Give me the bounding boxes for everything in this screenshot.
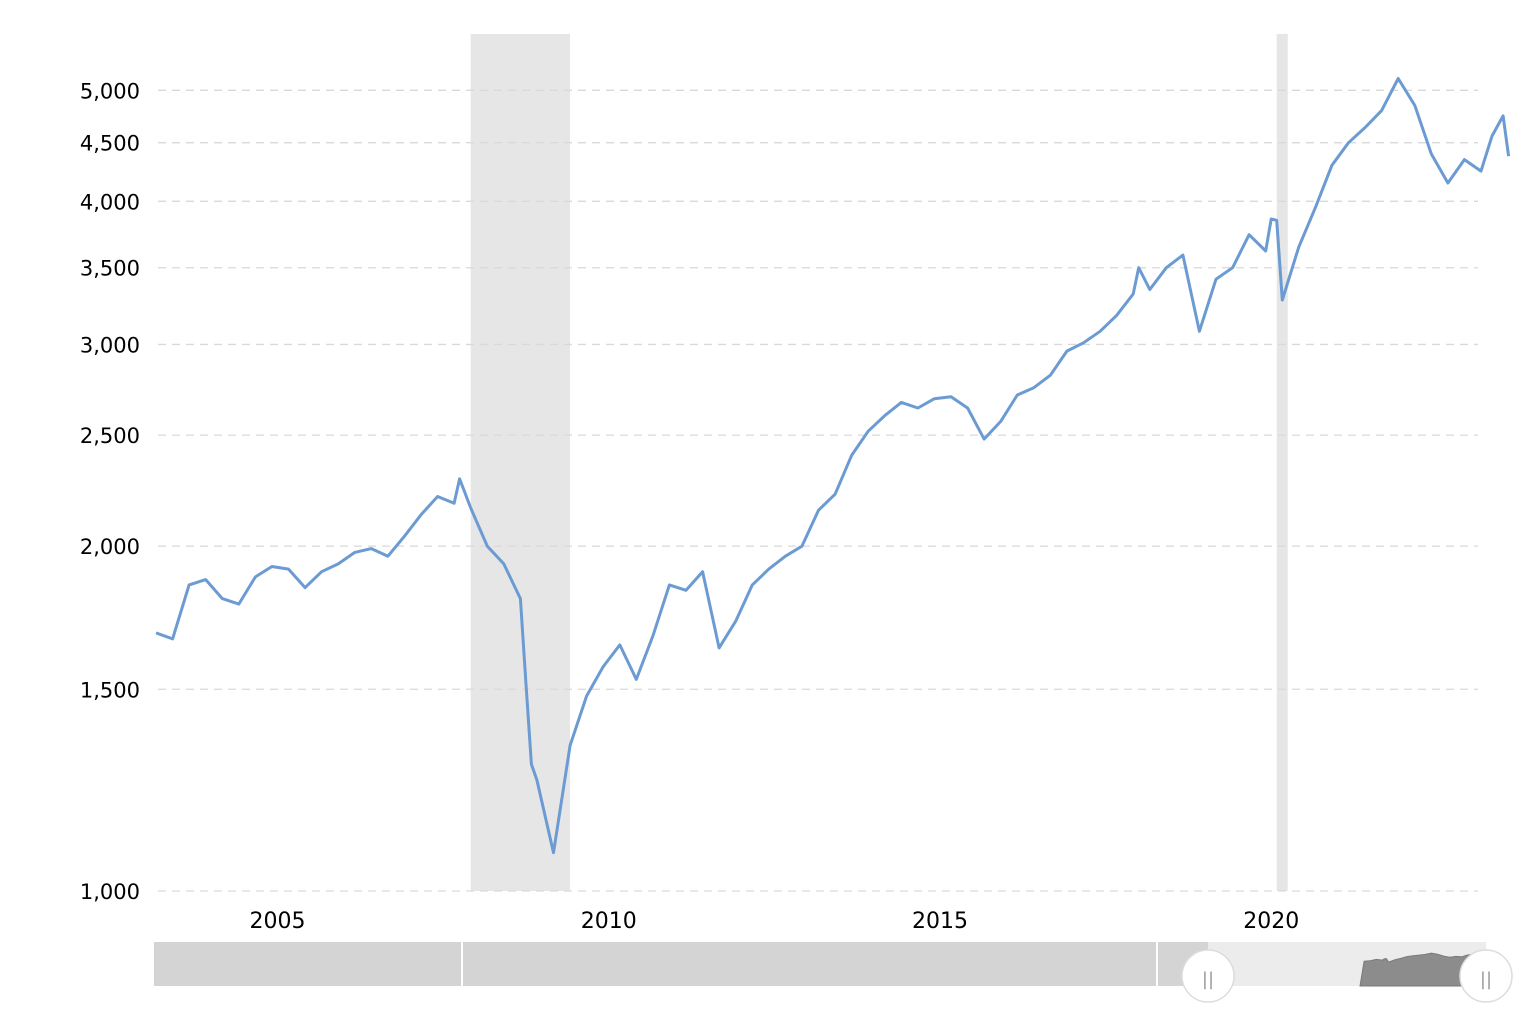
navigator-mini-series <box>1359 952 1473 987</box>
navigator-left-handle[interactable]: || <box>1181 949 1235 1003</box>
navigator-right-handle[interactable]: || <box>1459 949 1513 1003</box>
series-layer <box>155 77 1511 855</box>
y-tick-label: 1,500 <box>80 678 140 702</box>
y-tick-label: 3,000 <box>80 333 140 357</box>
y-tick-label: 2,000 <box>80 535 140 559</box>
y-tick-label: 5,000 <box>80 79 140 103</box>
x-tick-label: 2020 <box>1243 909 1299 934</box>
y-tick-label: 4,500 <box>80 132 140 156</box>
y-tick-label: 4,000 <box>80 190 140 214</box>
y-gridlines <box>158 89 1478 892</box>
y-tick-label: 2,500 <box>80 424 140 448</box>
series-line <box>155 77 1511 855</box>
x-tick-label: 2010 <box>581 909 637 934</box>
left-handle-grip-icon: || <box>1202 969 1214 990</box>
right-handle-grip-icon: || <box>1480 969 1492 990</box>
x-tick-label: 2005 <box>249 909 305 934</box>
x-axis-ticks: 2005 2010 2015 2020 <box>249 909 1299 934</box>
recession-band <box>1276 34 1288 891</box>
y-tick-label: 1,000 <box>80 880 140 904</box>
x-tick-label: 2015 <box>912 909 968 934</box>
y-tick-label: 3,500 <box>80 257 140 281</box>
y-axis-ticks: 1,000 1,500 2,000 2,500 3,000 3,500 4,000 4,500… <box>80 79 140 904</box>
recession-band <box>470 34 571 891</box>
range-navigator[interactable]: || || <box>154 942 1513 1003</box>
recession-bands <box>470 34 1288 891</box>
